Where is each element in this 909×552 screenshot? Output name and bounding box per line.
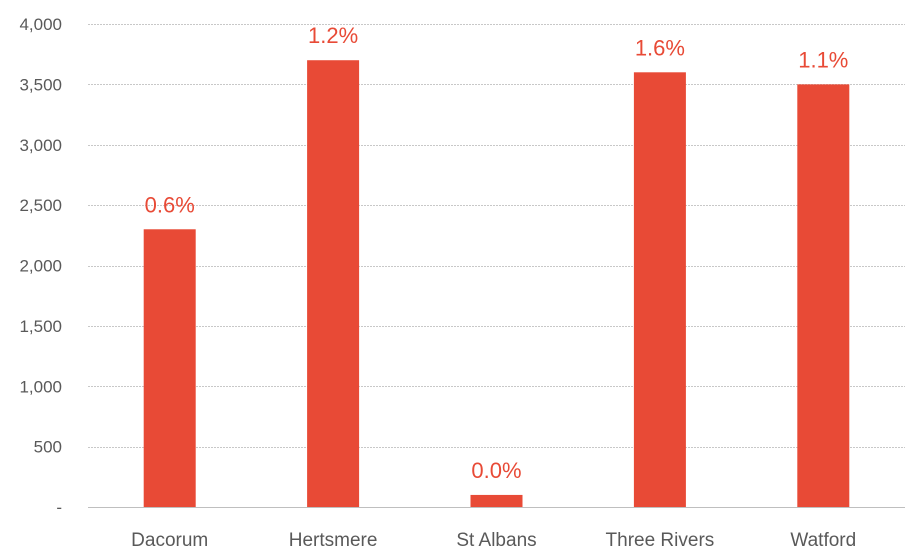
gridlines: [88, 24, 905, 508]
y-tick-label: 500: [34, 438, 62, 457]
bar: [633, 72, 686, 508]
y-tick-label: 4,000: [19, 15, 62, 34]
bar: [143, 229, 196, 507]
x-tick-label: Watford: [790, 530, 856, 551]
y-tick-label: 1,000: [19, 377, 62, 396]
y-tick-label: 2,500: [19, 196, 62, 215]
y-tick-label: 1,500: [19, 317, 62, 336]
x-tick-label: Dacorum: [131, 530, 208, 551]
y-axis-tick-labels: - 500 1,000 1,500 2,000 2,500 3,000 3,500 4,000: [19, 15, 62, 517]
y-tick-label: -: [56, 498, 62, 517]
data-label: 0.0%: [471, 458, 521, 483]
data-labels: 0.6% 1.2% 0.0% 1.6% 1.1%: [145, 23, 849, 483]
x-tick-label: Three Rivers: [606, 530, 715, 551]
x-tick-label: Hertsmere: [289, 530, 378, 551]
bar: [470, 494, 523, 507]
x-tick-label: St Albans: [456, 530, 536, 551]
y-tick-label: 3,500: [19, 75, 62, 94]
x-axis-tick-labels: Dacorum Hertsmere St Albans Three Rivers Wat…: [131, 530, 856, 551]
bars: [143, 60, 850, 508]
data-label: 1.2%: [308, 23, 358, 48]
bar: [307, 60, 360, 507]
bar: [797, 84, 850, 507]
y-tick-label: 2,000: [19, 257, 62, 276]
data-label: 1.6%: [635, 35, 685, 60]
data-label: 0.6%: [145, 192, 195, 217]
y-tick-label: 3,000: [19, 136, 62, 155]
data-label: 1.1%: [798, 47, 848, 72]
